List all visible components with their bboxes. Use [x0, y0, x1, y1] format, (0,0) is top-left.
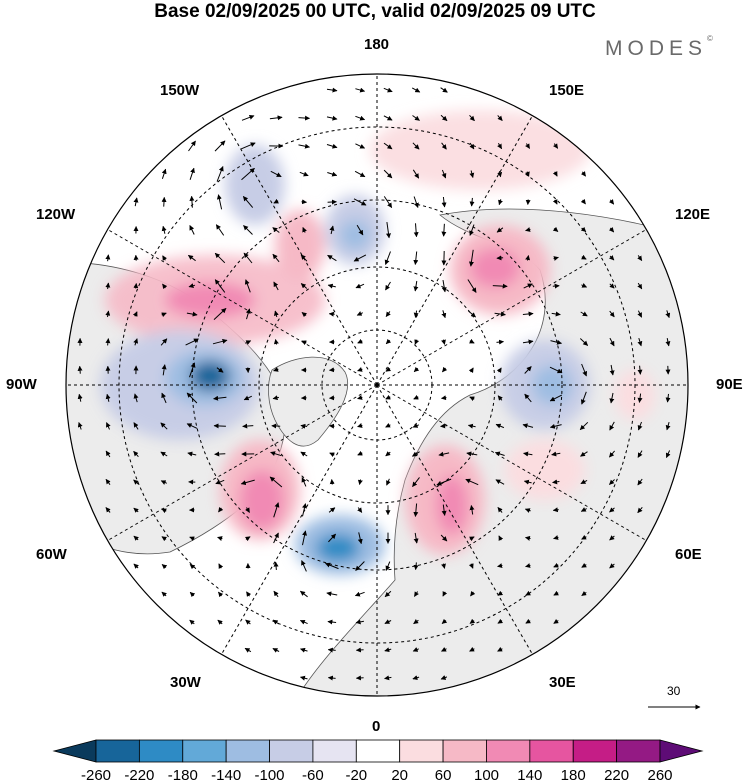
colorbar-swatch: [486, 740, 529, 762]
wind-arrow: [302, 202, 307, 203]
negative-anomaly-bering-core: [340, 220, 370, 250]
colorbar-label: 20: [391, 767, 408, 784]
wind-arrow: [80, 366, 81, 373]
wind-arrow: [356, 650, 363, 651]
colorbar-swatch: [313, 740, 356, 762]
positive-anomaly-nw-canada-core: [165, 282, 255, 318]
lon-label-90w: 90W: [6, 377, 37, 393]
wind-arrow: [136, 284, 137, 289]
lon-label-180: 180: [364, 37, 389, 53]
wind-arrow: [329, 314, 334, 315]
colorbar-label: -180: [168, 767, 198, 784]
lon-label-120e: 120E: [675, 207, 710, 223]
wind-arrow: [215, 454, 226, 455]
colorbar-swatch: [270, 740, 313, 762]
positive-anomaly-siberia-core: [470, 248, 520, 288]
colorbar-swatch: [443, 740, 486, 762]
reference-vector-label: 30: [667, 684, 680, 698]
colorbar-swatch: [183, 740, 226, 762]
negative-anomaly-aleutian: [225, 145, 285, 225]
positive-anomaly-central-asia: [505, 440, 585, 500]
wind-arrow: [553, 286, 559, 287]
lon-label-30e: 30E: [549, 675, 576, 691]
lon-label-150e: 150E: [549, 83, 584, 99]
colorbar-label: -60: [302, 767, 324, 784]
lon-label-0: 0: [372, 719, 380, 735]
lon-label-60w: 60W: [36, 547, 67, 563]
colorbar-swatch: [530, 740, 573, 762]
positive-anomaly-alaska: [275, 210, 325, 280]
wind-arrow: [164, 197, 165, 206]
colorbar-swatch: [54, 740, 96, 762]
colorbar-label: 60: [435, 767, 452, 784]
colorbar-swatch: [356, 740, 399, 762]
colorbar-swatch: [96, 740, 139, 762]
lon-label-30w: 30W: [170, 675, 201, 691]
colorbar-label: 180: [561, 767, 586, 784]
positive-anomaly-greenland-core: [240, 470, 284, 530]
wind-arrow: [330, 370, 335, 371]
lon-label-90e: 90E: [716, 377, 743, 393]
colorbar-label: 100: [474, 767, 499, 784]
wind-arrow: [214, 426, 226, 427]
colorbar-label: -100: [254, 767, 284, 784]
colorbar-swatch: [400, 740, 443, 762]
wind-arrow: [332, 480, 333, 485]
positive-anomaly-pacific: [370, 110, 590, 190]
negative-anomaly-iceland-core: [316, 534, 360, 562]
colorbar-label: -140: [211, 767, 241, 784]
positive-anomaly-east-asia: [615, 370, 655, 420]
colorbar-swatch: [660, 740, 702, 762]
colorbar-label: 140: [517, 767, 542, 784]
colorbar-label: -260: [81, 767, 111, 784]
colorbar: [54, 740, 702, 762]
colorbar-label: 220: [604, 767, 629, 784]
lon-label-120w: 120W: [36, 207, 75, 223]
positive-anomaly-europe-core: [436, 475, 468, 535]
lon-label-60e: 60E: [675, 547, 702, 563]
colorbar-label: -220: [124, 767, 154, 784]
negative-anomaly-hudson-core: [190, 361, 230, 391]
colorbar-swatch: [617, 740, 660, 762]
lon-label-150w: 150W: [160, 83, 199, 99]
colorbar-label: -20: [345, 767, 367, 784]
colorbar-swatch: [573, 740, 616, 762]
colorbar-swatch: [139, 740, 182, 762]
colorbar-label: 260: [647, 767, 672, 784]
colorbar-swatch: [226, 740, 269, 762]
